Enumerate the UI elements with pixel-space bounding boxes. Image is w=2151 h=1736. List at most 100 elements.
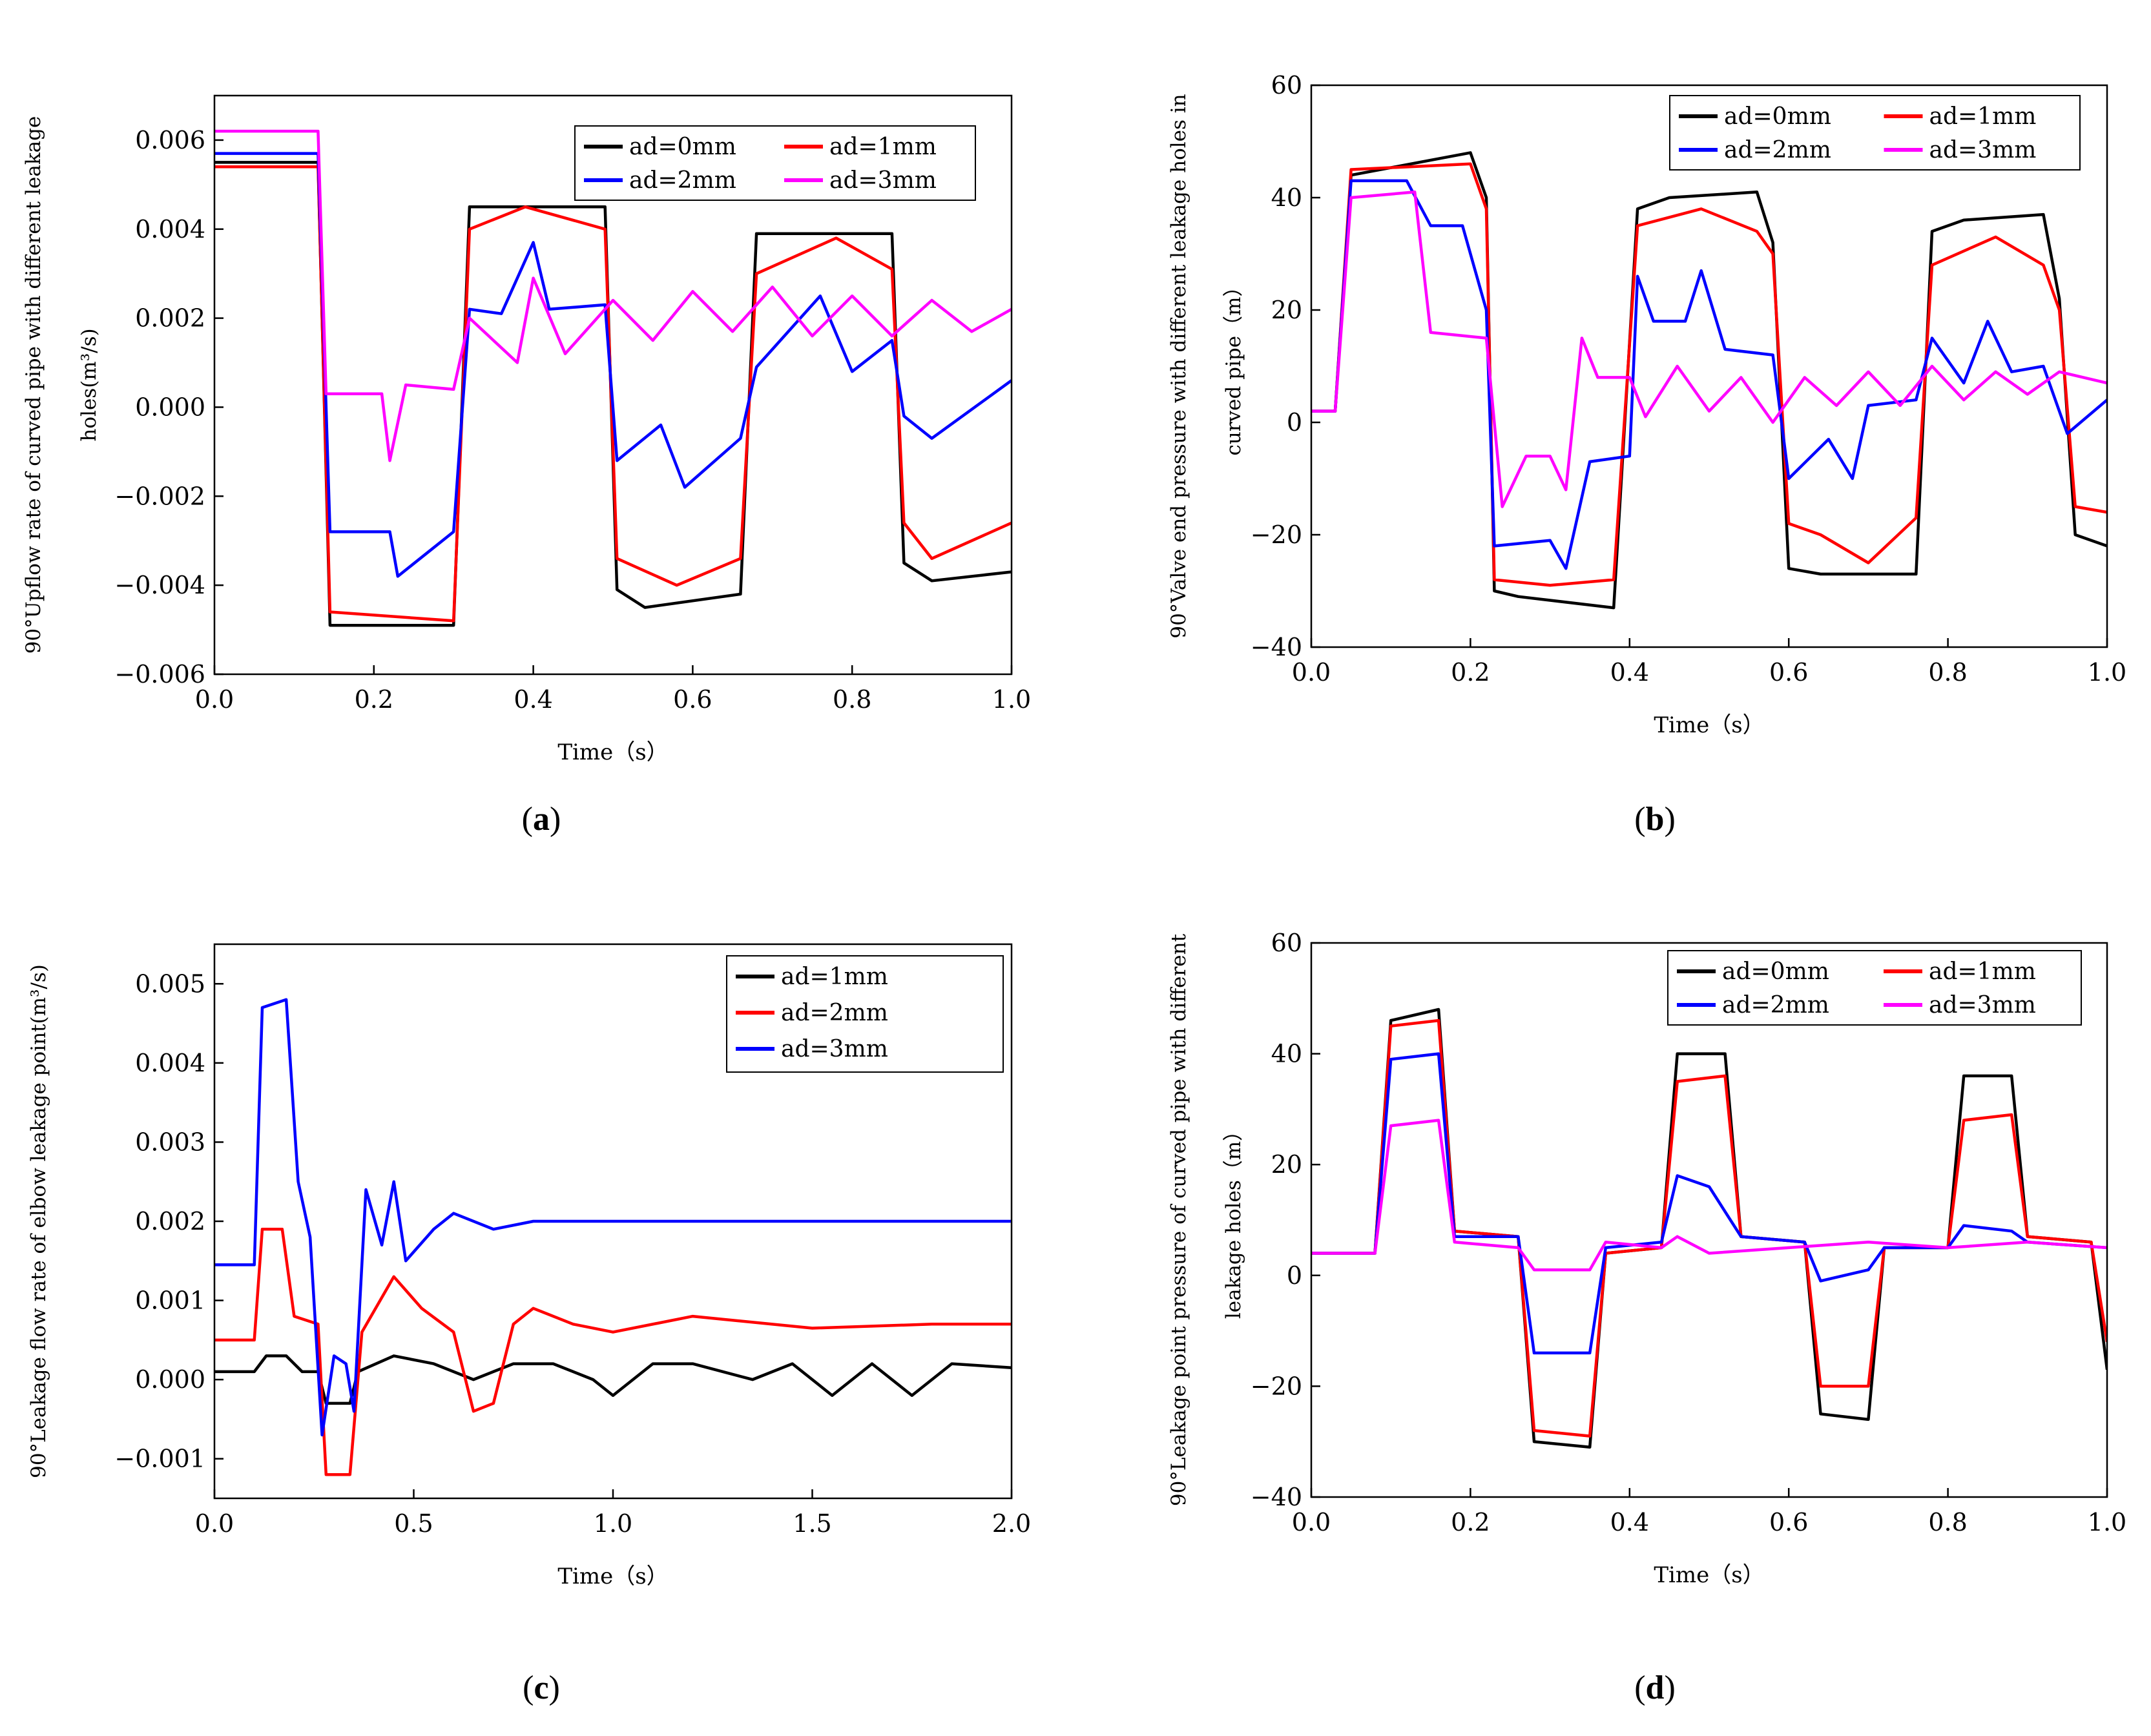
legend-label: ad=3mm	[1929, 992, 2036, 1018]
plot-frame	[1310, 942, 2108, 1498]
y-tick-label: 20	[1271, 296, 1302, 324]
x-tick-label: 0.6	[673, 685, 712, 714]
legend-label: ad=1mm	[829, 134, 937, 160]
x-tick-label: 1.0	[2088, 658, 2126, 687]
x-tick-label: 0.0	[195, 685, 234, 714]
panel-label-letter: a	[533, 801, 550, 838]
y-tick-label: −0.002	[114, 482, 205, 510]
x-tick-label: 1.5	[793, 1509, 831, 1538]
series-line-ad0mm	[1311, 151, 2107, 610]
x-tick-label: 1.0	[2088, 1508, 2126, 1536]
series-group	[1311, 151, 2107, 610]
x-tick-label: 0.8	[833, 685, 871, 714]
y-axis-title-line: curved pipe（m）	[1222, 276, 1245, 455]
legend-label: ad=2mm	[1722, 992, 1829, 1018]
plot-frame	[213, 94, 1013, 676]
panel-label-open: (	[522, 801, 533, 838]
x-tick-label: 1.0	[594, 1509, 632, 1538]
legend-box	[1669, 95, 2081, 170]
panel-label-open: (	[523, 1669, 534, 1706]
panel-label: (b)	[1634, 801, 1676, 838]
series-group	[1311, 1008, 2107, 1449]
y-tick-label: −0.001	[114, 1445, 205, 1473]
y-tick-label: −40	[1251, 633, 1302, 661]
legend: ad=1mm ad=2mm ad=3mm	[726, 955, 1004, 1073]
series-line-ad3mm	[1311, 1119, 2107, 1272]
x-tick-label: 0.5	[394, 1509, 433, 1538]
y-tick-label: 0.000	[135, 1365, 205, 1394]
x-tick-label: 1.0	[992, 685, 1031, 714]
y-tick-label: 60	[1271, 929, 1302, 957]
y-tick-label: 0.004	[135, 215, 205, 243]
legend-label: ad=0mm	[629, 134, 736, 160]
legend-label: ad=1mm	[1929, 103, 2037, 130]
series-group	[214, 129, 1012, 627]
x-axis-title: Time（s）	[1654, 1562, 1764, 1588]
series-line-ad2mm	[1311, 1052, 2107, 1355]
x-tick-label: 0.4	[1610, 658, 1649, 687]
x-tick-label: 0.0	[1292, 1508, 1331, 1536]
series-line-ad3mm	[214, 998, 1012, 1437]
y-axis-title-line: leakage holes（m）	[1222, 1121, 1245, 1319]
y-axis-title-line: 90°Upflow rate of curved pipe with diffe…	[22, 116, 45, 654]
x-tick-label: 0.6	[1769, 658, 1808, 687]
y-tick-label: 0	[1287, 1261, 1302, 1290]
plot-frame	[1310, 84, 2108, 648]
panel-d: 0.0 0.2 0.4 0.6 0.8 1.0 −40 −20 0 20 40 60 Time（s） 90…	[1167, 929, 2126, 1706]
y-tick-label: 0.005	[135, 969, 205, 998]
x-tick-label: 0.0	[1292, 658, 1331, 687]
legend-label: ad=1mm	[781, 964, 888, 990]
series-line-ad1mm	[214, 1354, 1012, 1405]
legend-label: ad=3mm	[781, 1036, 888, 1062]
x-tick-label: 0.2	[1451, 1508, 1490, 1536]
y-tick-label: −0.004	[114, 571, 205, 599]
y-tick-label: 0.002	[135, 304, 205, 333]
x-tick-label: 0.6	[1769, 1508, 1808, 1536]
y-tick-label: −20	[1251, 521, 1302, 549]
y-tick-label: 40	[1271, 183, 1302, 212]
legend-label: ad=3mm	[1929, 137, 2037, 163]
series-group	[214, 998, 1012, 1476]
legend-label: ad=0mm	[1724, 103, 1831, 130]
x-tick-label: 0.8	[1928, 658, 1967, 687]
legend-label: ad=3mm	[829, 167, 937, 194]
panel-c: 0.0 0.5 1.0 1.5 2.0 −0.001 0.000 0.001 0.002 0.00…	[27, 943, 1031, 1706]
y-tick-label: 20	[1271, 1150, 1302, 1179]
y-tick-label: −20	[1251, 1372, 1302, 1400]
y-axis-title-line: 90°Valve end pressure with different lea…	[1167, 94, 1190, 638]
panel-label: (c)	[523, 1669, 560, 1706]
panel-a: 0.0 0.2 0.4 0.6 0.8 1.0 −0.006 −0.004 −0.002 0.00…	[22, 94, 1031, 838]
panel-label-letter: b	[1646, 801, 1665, 838]
y-tick-label: 0.001	[135, 1286, 205, 1315]
y-tick-label: 0.002	[135, 1207, 205, 1235]
panel-label-open: (	[1634, 801, 1645, 838]
legend-label: ad=1mm	[1929, 958, 2036, 985]
y-tick-label: 40	[1271, 1040, 1302, 1068]
y-tick-label: 0.003	[135, 1128, 205, 1156]
series-line-ad1mm	[214, 165, 1012, 623]
panel-label-letter: d	[1646, 1669, 1665, 1706]
series-line-ad2mm	[1311, 179, 2107, 570]
series-line-ad2mm	[214, 152, 1012, 578]
x-tick-label: 0.0	[195, 1509, 234, 1538]
legend-label: ad=2mm	[781, 1000, 888, 1026]
panel-label-open: (	[1634, 1669, 1645, 1706]
legend: ad=0mm ad=1mm ad=2mm ad=3mm	[1667, 950, 2082, 1026]
x-tick-label: 0.2	[1451, 658, 1490, 687]
y-tick-label: 60	[1271, 71, 1302, 99]
y-tick-label: 0.004	[135, 1049, 205, 1077]
y-tick-label: −0.006	[114, 660, 205, 688]
y-axis-title-line: 90°Leakage flow rate of elbow leakage po…	[27, 964, 50, 1478]
series-line-ad3mm	[214, 129, 1012, 462]
y-axis-title-line: holes(m³/s)	[78, 328, 101, 441]
y-tick-label: 0.006	[135, 126, 205, 154]
x-axis-title: Time（s）	[557, 739, 668, 765]
legend-label: ad=2mm	[629, 167, 736, 194]
y-tick-label: −40	[1251, 1483, 1302, 1511]
panel-label-close: )	[550, 801, 561, 838]
y-axis-title-line: 90°Leakage point pressure of curved pipe…	[1167, 933, 1190, 1506]
x-axis-title: Time（s）	[557, 1564, 668, 1589]
panel-label: (a)	[522, 801, 561, 838]
